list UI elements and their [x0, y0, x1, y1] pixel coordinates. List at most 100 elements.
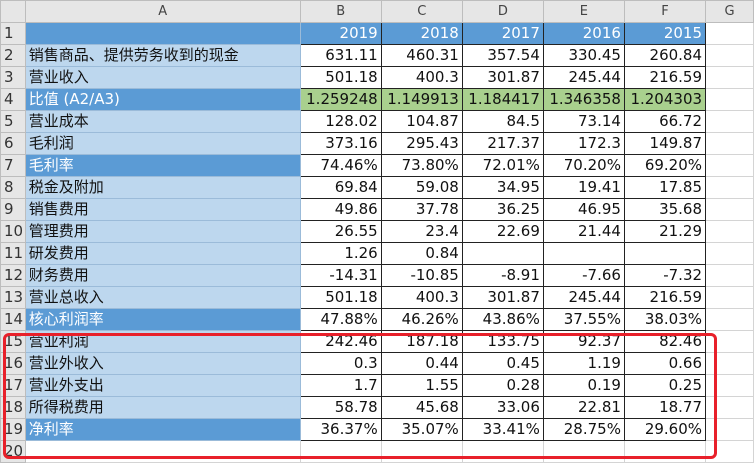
value-cell[interactable]: 1.55 — [380, 374, 463, 397]
row-label-cell[interactable]: 比值 (A2/A3) — [24, 88, 301, 111]
value-cell[interactable]: 92.37 — [542, 330, 625, 353]
empty-cell[interactable] — [705, 440, 754, 463]
column-header-c[interactable]: C — [380, 0, 463, 23]
value-cell[interactable]: 28.75% — [542, 418, 625, 441]
row-header[interactable]: 17 — [0, 374, 26, 397]
row-header[interactable]: 10 — [0, 220, 26, 243]
value-cell[interactable]: 26.55 — [299, 220, 382, 243]
value-cell[interactable] — [380, 440, 463, 463]
row-header[interactable]: 12 — [0, 264, 26, 287]
value-cell[interactable]: 70.20% — [542, 154, 625, 177]
value-cell[interactable]: 245.44 — [542, 286, 625, 309]
value-cell[interactable]: 104.87 — [380, 110, 463, 133]
value-cell[interactable] — [299, 440, 382, 463]
value-cell[interactable]: 301.87 — [461, 66, 544, 89]
value-cell[interactable]: 17.85 — [623, 176, 707, 199]
row-label-cell[interactable]: 净利率 — [24, 418, 301, 441]
empty-cell[interactable] — [705, 154, 754, 177]
row-label-cell[interactable]: 营业收入 — [24, 66, 301, 89]
row-header[interactable]: 6 — [0, 132, 26, 155]
value-cell[interactable]: 36.37% — [299, 418, 382, 441]
value-cell[interactable]: 23.4 — [380, 220, 463, 243]
value-cell[interactable]: 149.87 — [623, 132, 707, 155]
value-cell[interactable] — [461, 440, 544, 463]
row-label-cell[interactable]: 财务费用 — [24, 264, 301, 287]
value-cell[interactable]: 45.68 — [380, 396, 463, 419]
value-cell[interactable]: 217.37 — [461, 132, 544, 155]
column-header-g[interactable]: G — [705, 0, 754, 23]
value-cell[interactable]: 2016 — [542, 22, 625, 45]
value-cell[interactable]: -8.91 — [461, 264, 544, 287]
row-label-cell[interactable] — [24, 440, 301, 463]
value-cell[interactable]: 36.25 — [461, 198, 544, 221]
value-cell[interactable]: 37.78 — [380, 198, 463, 221]
value-cell[interactable]: 2017 — [461, 22, 544, 45]
value-cell[interactable]: 460.31 — [380, 44, 463, 67]
column-header-a[interactable]: A — [24, 0, 301, 23]
row-header[interactable]: 13 — [0, 286, 26, 309]
value-cell[interactable]: 35.68 — [623, 198, 707, 221]
value-cell[interactable]: 1.184417 — [461, 88, 544, 111]
row-label-cell[interactable]: 销售费用 — [24, 198, 301, 221]
empty-cell[interactable] — [705, 220, 754, 243]
row-header[interactable]: 19 — [0, 418, 26, 441]
empty-cell[interactable] — [705, 352, 754, 375]
select-all-corner[interactable] — [0, 0, 26, 23]
value-cell[interactable]: 84.5 — [461, 110, 544, 133]
value-cell[interactable]: 46.26% — [380, 308, 463, 331]
column-header-e[interactable]: E — [542, 0, 625, 23]
row-header[interactable]: 7 — [0, 154, 26, 177]
value-cell[interactable] — [542, 242, 625, 265]
row-header[interactable]: 18 — [0, 396, 26, 419]
value-cell[interactable]: 1.259248 — [299, 88, 382, 111]
value-cell[interactable]: 43.86% — [461, 308, 544, 331]
value-cell[interactable]: 2015 — [623, 22, 707, 45]
value-cell[interactable]: 501.18 — [299, 286, 382, 309]
value-cell[interactable]: 82.46 — [623, 330, 707, 353]
value-cell[interactable]: 400.3 — [380, 286, 463, 309]
value-cell[interactable]: 128.02 — [299, 110, 382, 133]
row-label-cell[interactable]: 营业总收入 — [24, 286, 301, 309]
row-label-cell[interactable]: 核心利润率 — [24, 308, 301, 331]
value-cell[interactable]: 58.78 — [299, 396, 382, 419]
empty-cell[interactable] — [705, 88, 754, 111]
value-cell[interactable]: 373.16 — [299, 132, 382, 155]
value-cell[interactable]: 74.46% — [299, 154, 382, 177]
row-label-cell[interactable]: 研发费用 — [24, 242, 301, 265]
empty-cell[interactable] — [705, 198, 754, 221]
value-cell[interactable]: 172.3 — [542, 132, 625, 155]
value-cell[interactable]: 33.06 — [461, 396, 544, 419]
row-label-cell[interactable]: 营业成本 — [24, 110, 301, 133]
row-header[interactable]: 8 — [0, 176, 26, 199]
value-cell[interactable]: 22.69 — [461, 220, 544, 243]
value-cell[interactable]: 73.80% — [380, 154, 463, 177]
value-cell[interactable]: 1.19 — [542, 352, 625, 375]
row-label-cell[interactable] — [24, 22, 301, 45]
row-label-cell[interactable]: 营业外支出 — [24, 374, 301, 397]
empty-cell[interactable] — [705, 66, 754, 89]
empty-cell[interactable] — [705, 264, 754, 287]
column-header-b[interactable]: B — [299, 0, 382, 23]
value-cell[interactable]: 69.84 — [299, 176, 382, 199]
value-cell[interactable]: 216.59 — [623, 66, 707, 89]
empty-cell[interactable] — [705, 44, 754, 67]
value-cell[interactable] — [542, 440, 625, 463]
value-cell[interactable]: 59.08 — [380, 176, 463, 199]
value-cell[interactable]: 631.11 — [299, 44, 382, 67]
value-cell[interactable]: 400.3 — [380, 66, 463, 89]
value-cell[interactable]: 18.77 — [623, 396, 707, 419]
value-cell[interactable]: 1.149913 — [380, 88, 463, 111]
value-cell[interactable]: 69.20% — [623, 154, 707, 177]
empty-cell[interactable] — [705, 330, 754, 353]
value-cell[interactable]: 501.18 — [299, 66, 382, 89]
value-cell[interactable] — [623, 242, 707, 265]
empty-cell[interactable] — [705, 374, 754, 397]
value-cell[interactable]: 187.18 — [380, 330, 463, 353]
value-cell[interactable]: 72.01% — [461, 154, 544, 177]
row-label-cell[interactable]: 毛利润 — [24, 132, 301, 155]
row-label-cell[interactable]: 营业外收入 — [24, 352, 301, 375]
value-cell[interactable]: 2019 — [299, 22, 382, 45]
value-cell[interactable]: 34.95 — [461, 176, 544, 199]
row-header[interactable]: 16 — [0, 352, 26, 375]
empty-cell[interactable] — [705, 110, 754, 133]
